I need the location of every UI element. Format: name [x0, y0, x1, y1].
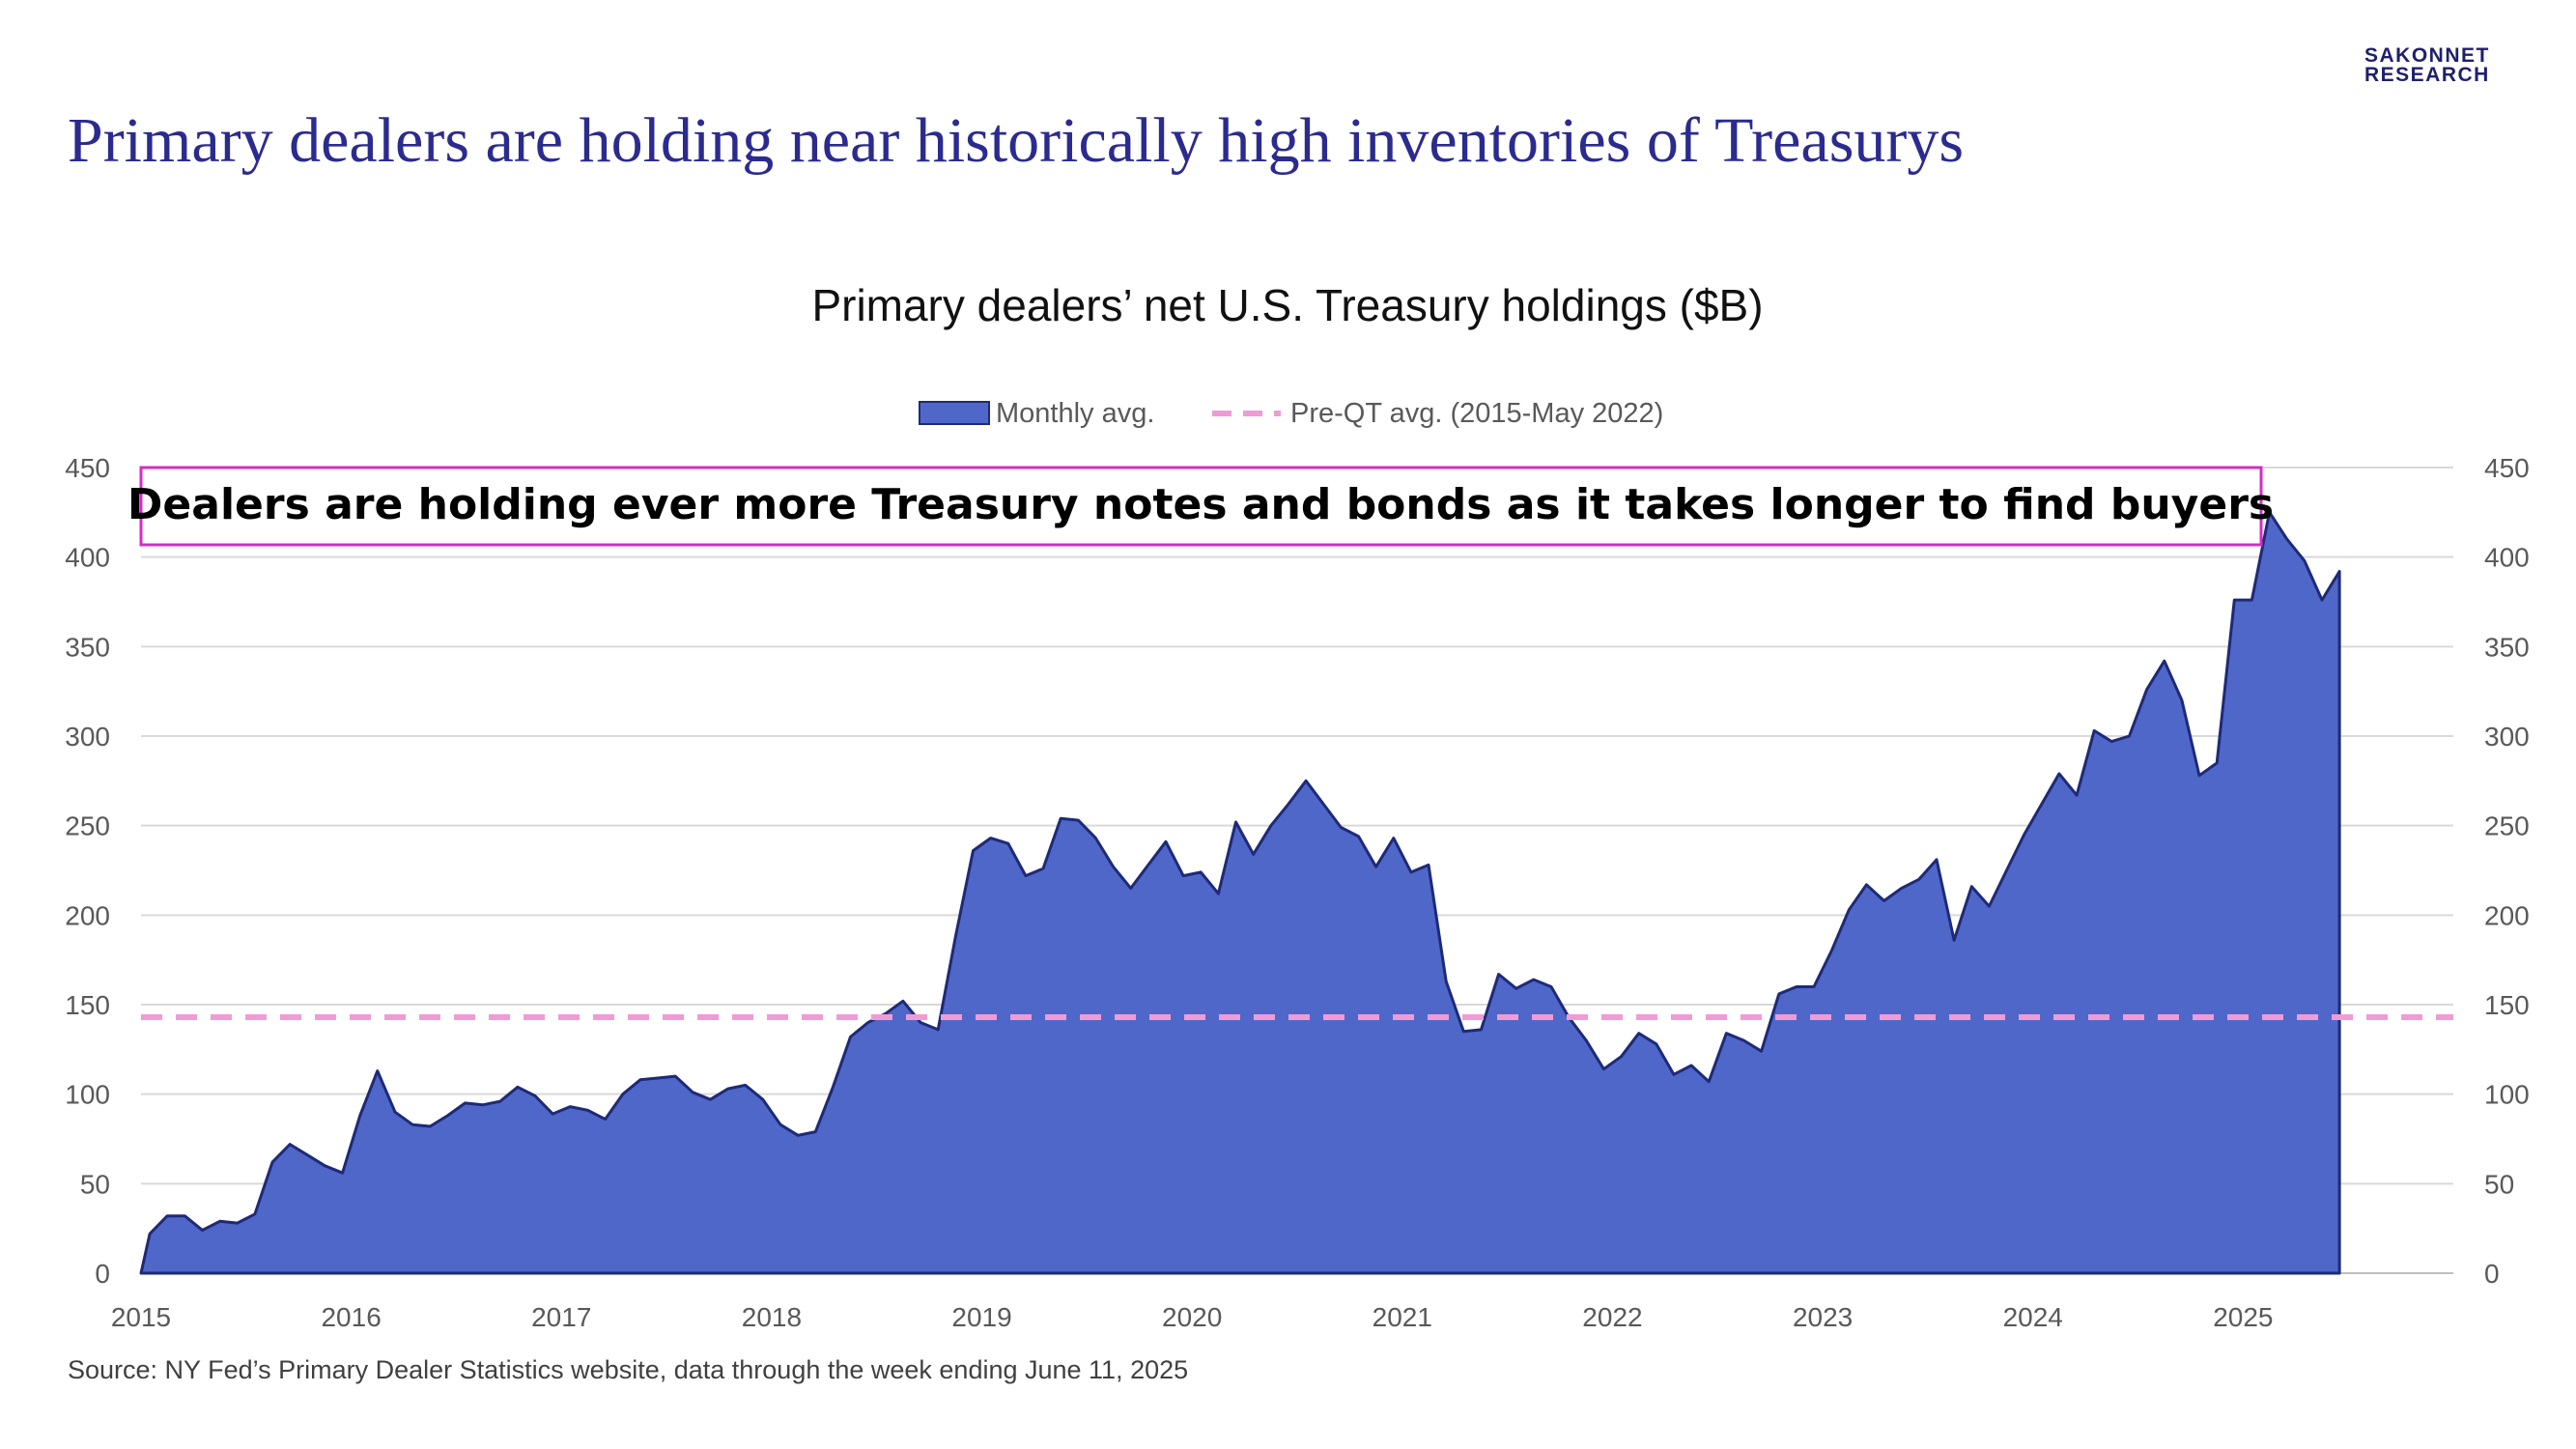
y-tick-label-left: 0: [95, 1259, 110, 1289]
y-tick-label-right: 350: [2484, 632, 2530, 662]
y-tick-label-left: 200: [65, 900, 110, 930]
y-tick-label-left: 450: [65, 453, 110, 483]
y-tick-label-left: 150: [65, 990, 110, 1020]
y-tick-label-right: 200: [2484, 900, 2530, 930]
x-tick-label: 2018: [742, 1302, 802, 1332]
chart-title: Primary dealers’ net U.S. Treasury holdi…: [811, 280, 1763, 330]
y-tick-label-right: 400: [2484, 543, 2530, 573]
source-note: Source: NY Fed’s Primary Dealer Statisti…: [68, 1355, 1189, 1384]
y-tick-label-right: 300: [2484, 722, 2530, 752]
logo-line-1: SAKONNET: [2364, 44, 2490, 67]
annotation-box: [139, 466, 2263, 547]
x-tick-label: 2019: [951, 1302, 1011, 1332]
x-axis: 2015 2016 2017 2018 2019 2020 2021 2022 2023 2024…: [111, 1302, 2274, 1332]
x-tick-label: 2025: [2213, 1302, 2273, 1332]
x-tick-label: 2020: [1162, 1302, 1222, 1332]
x-tick-label: 2017: [531, 1302, 591, 1332]
y-tick-label-right: 0: [2484, 1259, 2500, 1289]
logo-line-2: RESEARCH: [2364, 64, 2490, 86]
y-tick-label-left: 400: [65, 543, 110, 573]
x-tick-label: 2022: [1582, 1302, 1642, 1332]
x-tick-label: 2024: [2003, 1302, 2063, 1332]
plot-area: [139, 510, 2453, 1275]
x-tick-label: 2016: [321, 1302, 381, 1332]
x-tick-label: 2021: [1373, 1302, 1432, 1332]
y-tick-label-right: 450: [2484, 453, 2530, 483]
monthly-avg-area: [139, 510, 2341, 1275]
x-tick-label: 2015: [111, 1302, 171, 1332]
y-tick-label-left: 100: [65, 1080, 110, 1110]
y-tick-label-right: 150: [2484, 990, 2530, 1020]
y-axis-right: 0 50 100 150 200 250 300 350 400 450: [2484, 453, 2530, 1289]
y-tick-label-left: 250: [65, 811, 110, 841]
y-tick-label-right: 50: [2484, 1169, 2514, 1199]
y-axis-left: 0 50 100 150 200 250 300 350 400 450: [65, 453, 110, 1289]
y-tick-label-left: 350: [65, 632, 110, 662]
legend-area-swatch: [919, 401, 990, 425]
slide-title: Primary dealers are holding near histori…: [68, 105, 1965, 176]
legend: Monthly avg. Pre-QT avg. (2015-May 2022): [919, 398, 1663, 429]
y-tick-label-right: 100: [2484, 1080, 2530, 1110]
legend-area-label: Monthly avg.: [996, 398, 1154, 429]
legend-dashed-label: Pre-QT avg. (2015-May 2022): [1290, 398, 1663, 429]
y-tick-label-left: 50: [80, 1169, 110, 1199]
x-tick-label: 2023: [1793, 1302, 1853, 1332]
y-tick-label-right: 250: [2484, 811, 2530, 841]
y-tick-label-left: 300: [65, 722, 110, 752]
sakonnet-research-logo: SAKONNET RESEARCH: [2364, 44, 2519, 86]
annotation-text: Dealers are holding ever more Treasury n…: [127, 480, 2274, 529]
